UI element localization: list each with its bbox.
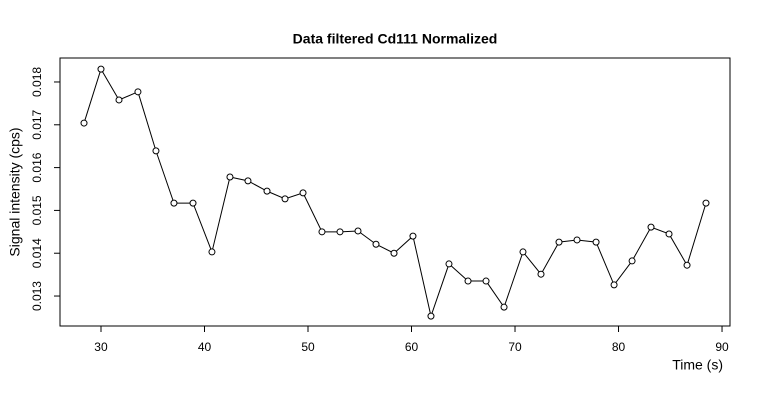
data-point xyxy=(683,261,691,269)
data-point xyxy=(97,65,105,73)
data-point xyxy=(519,248,527,256)
data-point xyxy=(464,277,472,285)
data-point xyxy=(263,187,271,195)
data-point xyxy=(647,223,655,231)
x-tick-label: 30 xyxy=(94,340,108,354)
data-point xyxy=(390,249,398,257)
y-axis-title: Signal intensity (cps) xyxy=(7,127,23,256)
data-point xyxy=(208,248,216,256)
data-point xyxy=(573,236,581,244)
x-axis-title: Time (s) xyxy=(672,357,723,373)
data-point xyxy=(336,228,344,236)
data-point xyxy=(281,195,289,203)
data-point xyxy=(409,232,417,240)
y-tick-label: 0.017 xyxy=(30,109,44,139)
data-point xyxy=(427,312,435,320)
data-point xyxy=(244,177,252,185)
data-point xyxy=(445,260,453,268)
data-line xyxy=(83,67,707,318)
data-point xyxy=(537,270,545,278)
data-point xyxy=(628,257,636,265)
data-point xyxy=(226,173,234,181)
data-point xyxy=(500,303,508,311)
data-point xyxy=(592,238,600,246)
x-tick-label: 40 xyxy=(198,340,212,354)
data-point xyxy=(170,199,178,207)
data-point xyxy=(482,277,490,285)
y-tick-label: 0.018 xyxy=(30,67,44,97)
data-point xyxy=(372,240,380,248)
x-tick-label: 90 xyxy=(715,340,729,354)
y-tick-label: 0.013 xyxy=(30,281,44,311)
data-point xyxy=(354,227,362,235)
data-point xyxy=(189,199,197,207)
y-tick-label: 0.016 xyxy=(30,152,44,182)
data-point xyxy=(115,96,123,104)
x-tick-label: 60 xyxy=(405,340,419,354)
plot-frame xyxy=(59,57,731,327)
data-point xyxy=(555,238,563,246)
x-tick-label: 50 xyxy=(301,340,315,354)
data-point xyxy=(134,88,142,96)
data-point xyxy=(610,281,618,289)
data-point xyxy=(80,119,88,127)
data-point xyxy=(702,199,710,207)
y-tick-label: 0.014 xyxy=(30,238,44,268)
y-tick-label: 0.015 xyxy=(30,195,44,225)
data-point xyxy=(299,189,307,197)
x-tick-label: 70 xyxy=(508,340,522,354)
data-point xyxy=(152,147,160,155)
data-point xyxy=(665,230,673,238)
chart-title: Data filtered Cd111 Normalized xyxy=(293,31,498,47)
data-point xyxy=(318,228,326,236)
x-tick-label: 80 xyxy=(612,340,626,354)
